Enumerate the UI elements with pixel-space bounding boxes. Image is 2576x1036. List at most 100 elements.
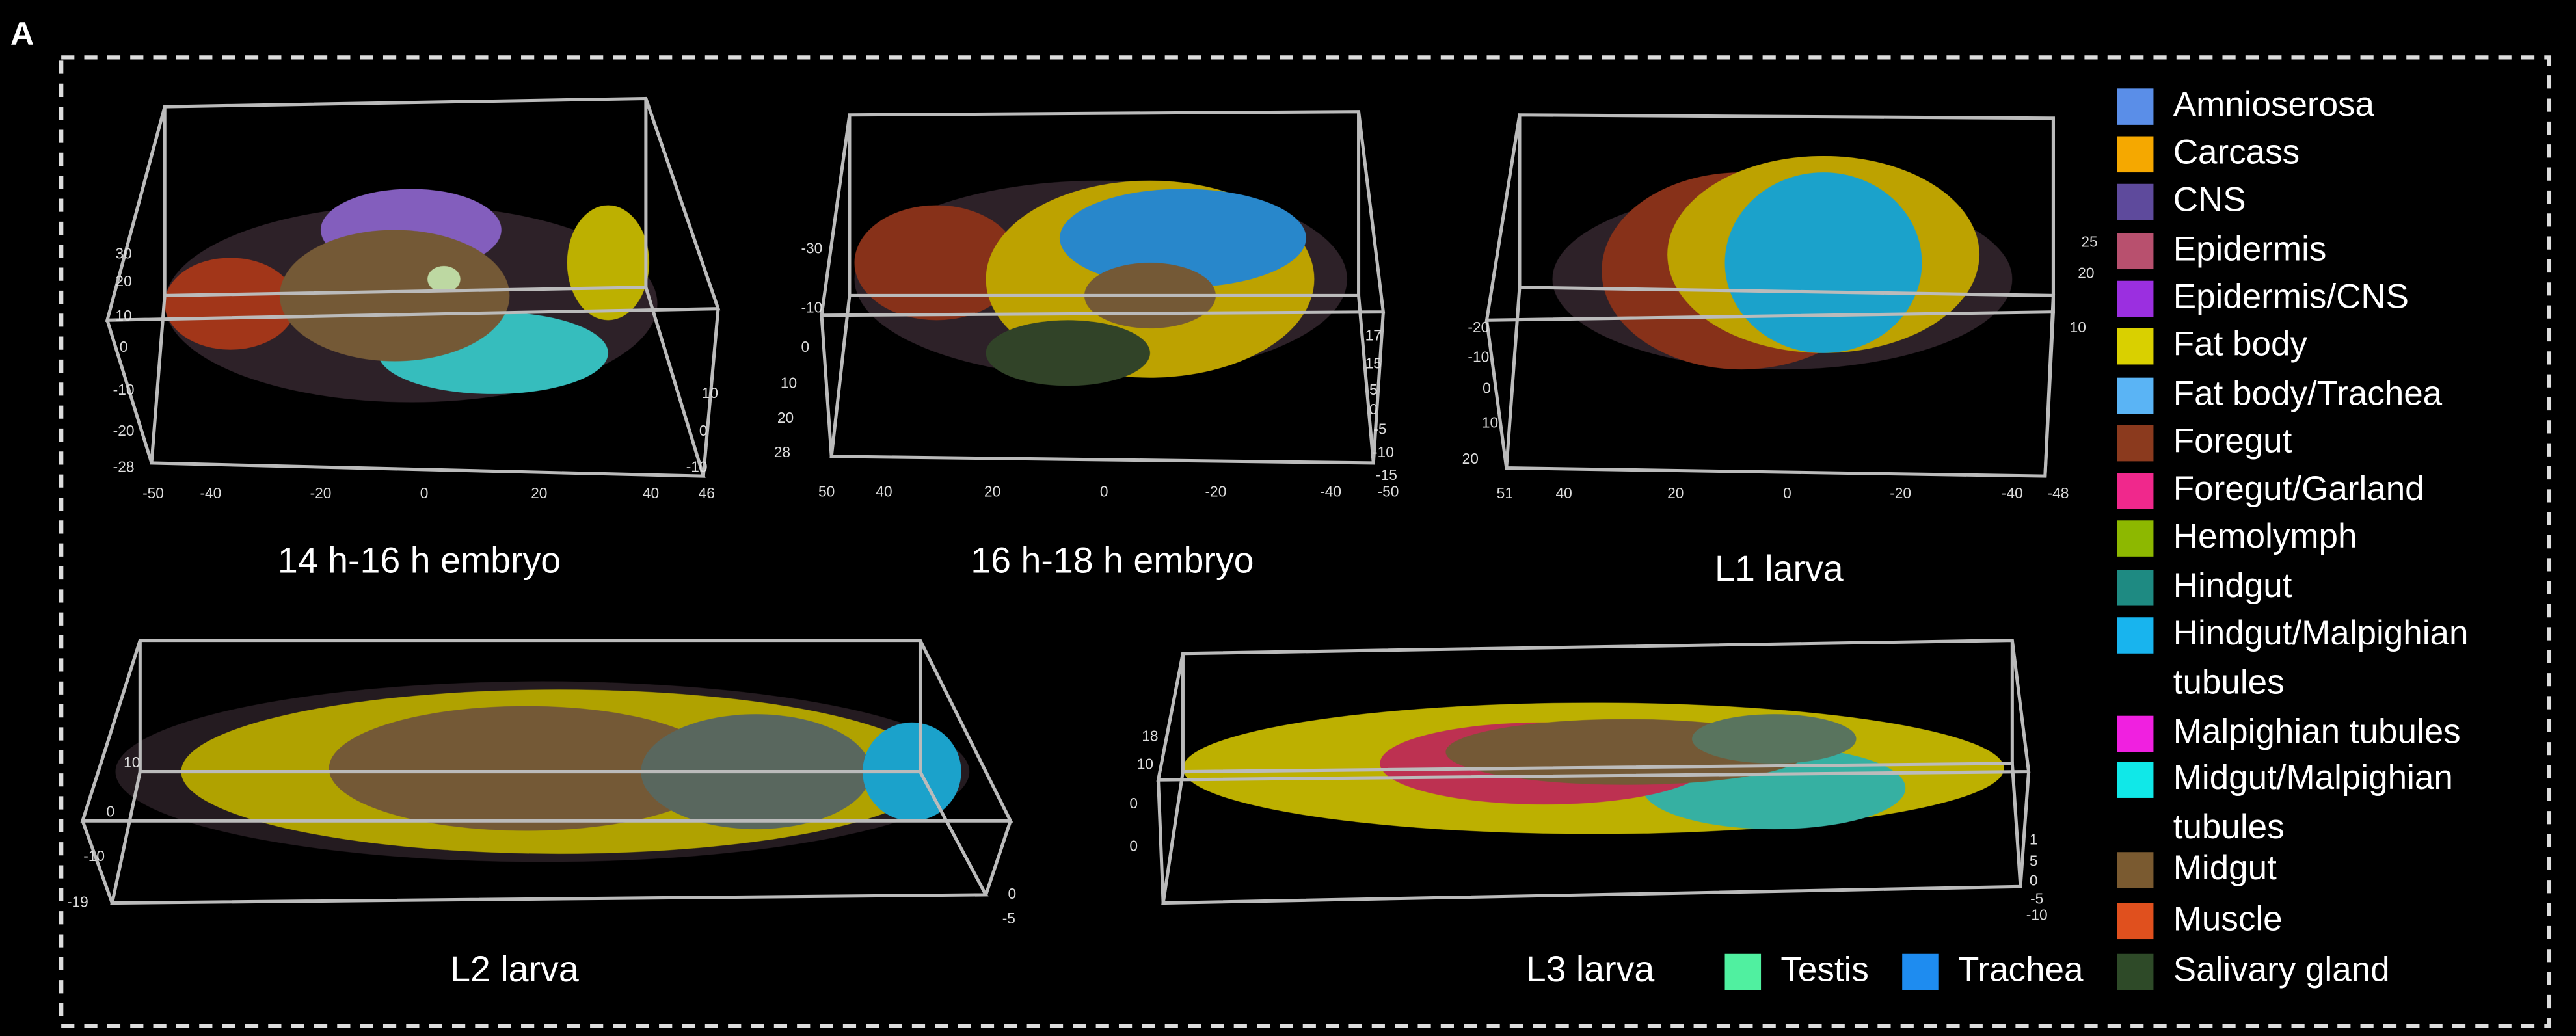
axis-tick-label: -40 — [2002, 485, 2023, 501]
box-edge — [1371, 312, 1385, 464]
axis-tick-label: 0 — [120, 338, 128, 355]
box-edge — [820, 315, 833, 457]
axis-tick-label: -10 — [113, 381, 135, 398]
legend-label: Amnioserosa — [2173, 85, 2375, 124]
legend-label: Fat body/Trachea — [2173, 374, 2443, 412]
legend-label: Foregut/Garland — [2173, 470, 2424, 508]
stage-caption: L2 larva — [450, 949, 579, 989]
axis-tick-label: 10 — [781, 375, 797, 392]
legend-label: Carcass — [2173, 133, 2300, 171]
axis-tick-label: 0 — [1008, 885, 1017, 902]
axis-tick-label: -20 — [1468, 319, 1489, 336]
legend-swatch — [2117, 953, 2154, 990]
legend-swatch — [2117, 136, 2154, 173]
legend-label: Hindgut — [2173, 566, 2292, 605]
axis-tick-label: -48 — [2048, 485, 2069, 501]
legend-swatch — [2117, 88, 2154, 125]
legend-label: tubules — [2173, 808, 2285, 846]
legend-swatch — [2117, 570, 2154, 606]
axis-tick-label: 40 — [876, 483, 892, 499]
axis-tick-label: -5 — [1002, 910, 1015, 927]
axis-tick-label: 46 — [699, 485, 715, 501]
axis-tick-label: -10 — [801, 299, 822, 316]
legend-swatch — [2117, 852, 2154, 888]
axis-tick-label: 10 — [1482, 414, 1498, 431]
legend-label: Hindgut/Malpighian — [2173, 614, 2469, 652]
axis-tick-label: 0 — [107, 803, 115, 820]
stage-caption: 14 h-16 h embryo — [278, 540, 561, 581]
axis-tick-label: -15 — [1376, 466, 1397, 483]
axis-tick-label: 0 — [1369, 401, 1378, 418]
legend-swatch — [1724, 953, 1762, 990]
legend-swatch — [2117, 377, 2154, 414]
axis-tick-label: -20 — [1205, 483, 1226, 499]
legend-swatch — [2117, 328, 2154, 365]
legend-swatch — [2117, 183, 2154, 220]
axis-tick-label: 20 — [115, 272, 131, 289]
axis-tick-label: -10 — [1373, 444, 1394, 460]
legend-label: Malpighian tubules — [2173, 712, 2461, 750]
axis-tick-label: 10 — [2070, 319, 2086, 336]
box-edge — [2019, 771, 2031, 887]
axis-tick-label: 20 — [984, 483, 1000, 499]
axis-tick-label: -40 — [1320, 483, 1341, 499]
legend-label: CNS — [2173, 181, 2246, 219]
box-top — [820, 110, 1386, 317]
axis-tick-label: -40 — [200, 485, 221, 501]
axis-tick-label: -30 — [801, 240, 822, 257]
axis-tick-label: 0 — [1129, 838, 1138, 855]
blob — [427, 265, 461, 293]
axis-tick-label: -20 — [1890, 485, 1911, 501]
axis-tick-label: 40 — [1555, 485, 1572, 501]
axis-tick-label: 0 — [801, 338, 809, 355]
axis-tick-label: 0 — [1783, 485, 1791, 501]
blob — [854, 205, 1019, 321]
panel-border — [59, 55, 2552, 1029]
axis-tick-label: 15 — [1365, 354, 1382, 371]
axis-tick-label: -50 — [1378, 483, 1399, 499]
axis-tick-label: 0 — [1100, 483, 1108, 499]
legend-swatch — [2117, 473, 2154, 509]
axis-tick-label: 10 — [702, 384, 718, 401]
legend-label: Midgut/Malpighian — [2173, 758, 2453, 797]
legend-swatch — [1902, 953, 1939, 990]
axis-tick-label: 51 — [1497, 485, 1513, 501]
box-edge — [1484, 319, 1509, 468]
stage-caption: 16 h-18 h embryo — [971, 540, 1254, 581]
box-edge — [984, 820, 1012, 896]
axis-tick-label: 0 — [1129, 795, 1138, 812]
legend-label: tubules — [2173, 663, 2285, 702]
axis-tick-label: 28 — [774, 444, 790, 460]
axis-tick-label: 20 — [531, 485, 547, 501]
legend-label: Epidermis/CNS — [2173, 277, 2409, 315]
axis-tick-label: 18 — [1142, 728, 1158, 745]
legend-swatch — [2117, 715, 2154, 752]
axis-tick-label: -28 — [113, 458, 135, 475]
legend-swatch — [2117, 903, 2154, 940]
axis-tick-label: 5 — [1369, 381, 1378, 398]
axis-tick-label: 5 — [2030, 852, 2038, 869]
stage-caption: L3 larva — [1526, 949, 1655, 989]
blob — [165, 258, 297, 350]
box-edge — [1157, 780, 1165, 903]
legend-label: Midgut — [2173, 849, 2277, 887]
axis-tick-label: -20 — [113, 422, 135, 439]
axis-tick-label: -50 — [142, 485, 164, 501]
blob — [279, 230, 510, 362]
blob — [1724, 172, 1922, 353]
axis-tick-label: 20 — [1667, 485, 1684, 501]
legend-swatch — [2117, 520, 2154, 557]
blob — [986, 320, 1150, 386]
axis-boxes — [80, 96, 2056, 905]
legend-swatch — [2117, 762, 2154, 798]
axis-tick-label: 0 — [2030, 872, 2038, 889]
legend-label: Foregut — [2173, 422, 2292, 460]
axis-tick-label: 17 — [1365, 327, 1382, 344]
legend-swatch — [2117, 280, 2154, 317]
axis-tick-label: 10 — [124, 754, 140, 771]
axis-tick-label: 1 — [2030, 831, 2038, 848]
axis-tick-label: 20 — [777, 409, 794, 426]
axis-tick-label: 20 — [2078, 265, 2094, 282]
legend-label: Fat body — [2173, 325, 2308, 364]
